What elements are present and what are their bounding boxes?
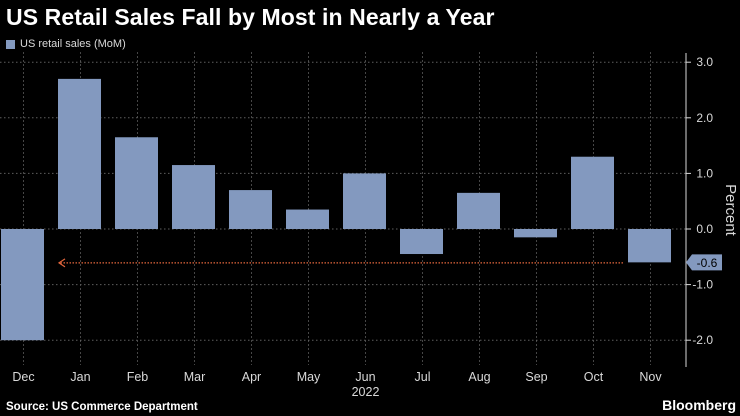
chart-title: US Retail Sales Fall by Most in Nearly a… (6, 4, 495, 30)
y-tick-label: -2.0 (692, 333, 713, 347)
x-tick-label: Mar (184, 370, 206, 384)
y-tick-label: 0.0 (696, 222, 713, 236)
x-tick-label: Feb (127, 370, 149, 384)
bar-jun (343, 173, 386, 229)
x-tick-label: Jun (355, 370, 375, 384)
y-tick-label: 1.0 (696, 166, 713, 180)
bar-apr (229, 190, 272, 229)
bar-nov (628, 229, 671, 263)
bar-mar (172, 165, 215, 229)
x-tick-label: Jul (415, 370, 431, 384)
x-tick-label: Oct (584, 370, 604, 384)
bar-feb (115, 137, 158, 229)
y-tick-label: 2.0 (696, 111, 713, 125)
y-tick-label: 3.0 (696, 55, 713, 69)
reference-arrowhead (57, 258, 66, 268)
x-tick-label: Aug (468, 370, 490, 384)
bar-may (286, 209, 329, 229)
bar-aug (457, 192, 500, 229)
x-tick-label: Apr (242, 370, 261, 384)
y-axis-label: Percent (722, 184, 739, 237)
bloomberg-logo: Bloomberg (662, 397, 736, 413)
x-tick-label: Jan (70, 370, 90, 384)
x-tick-label: May (297, 370, 321, 384)
last-value-tag (686, 254, 722, 271)
bar-jan (58, 78, 101, 229)
bar-dec (1, 229, 44, 341)
bar-oct (571, 156, 614, 229)
source-note: Source: US Commerce Department (6, 401, 198, 413)
x-tick-label: Sep (525, 370, 547, 384)
last-value-label: -0.6 (697, 256, 718, 270)
bar-sep (514, 229, 557, 238)
legend-label: US retail sales (MoM) (20, 38, 126, 50)
x-tick-label: Dec (12, 370, 34, 384)
y-tick-label: -1.0 (692, 278, 713, 292)
bar-jul (400, 229, 443, 255)
legend: US retail sales (MoM) (6, 38, 126, 50)
x-tick-label: Nov (639, 370, 662, 384)
x-group-label: 2022 (352, 385, 380, 399)
legend-swatch (6, 39, 15, 49)
